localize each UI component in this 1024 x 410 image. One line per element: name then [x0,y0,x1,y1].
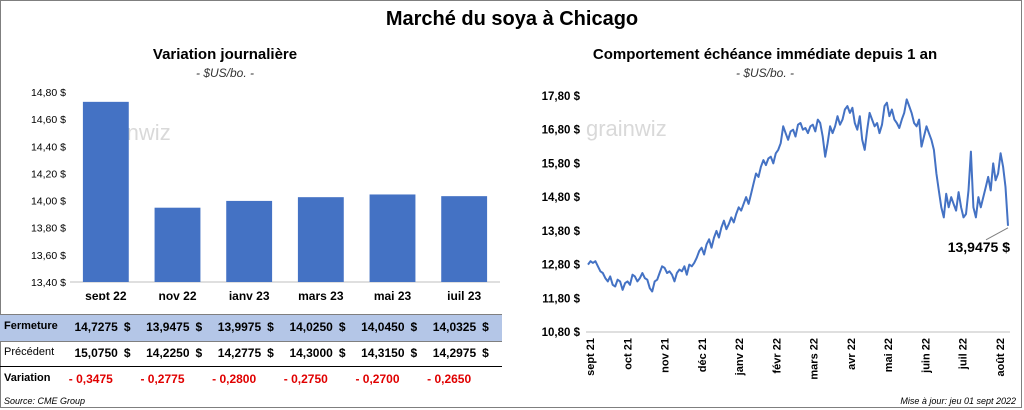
left-chart-unit: - $US/bo. - [195,66,255,80]
source-note: Source: CME Group [4,396,86,406]
bar-category-label: mai 23 [374,289,412,300]
bar-y-tick: 14,20 $ [31,168,66,180]
table-cell: - 0,2750 [283,372,328,386]
bar [369,194,416,282]
table-row-label: Fermeture [4,320,58,332]
bar [297,197,344,282]
table-cell: - 0,2700 [355,372,400,386]
left-chart-title: Variation journalière [152,46,298,63]
table-cell: 14,0450 [361,320,405,334]
table-cell: - 0,2800 [212,372,257,386]
line-chart: grainwiz 10,80 $ 11,80 $ 12,80 $ 13,80 $ 14,… [542,91,1011,380]
line-y-tick: 10,80 $ [542,327,581,339]
bar [226,200,273,282]
price-line [587,98,1009,293]
table-cell: 14,7275 [74,320,118,334]
table-cell: 14,0325 [432,320,477,334]
last-value-label: 13,9475 $ [948,239,1010,255]
table-row-label: Variation [4,372,51,384]
table-cell: 13,9475 [146,320,190,334]
line-x-tick: mai 22 [883,338,895,372]
line-x-tick: nov 21 [660,338,672,373]
bar-category-label: sept 22 [85,289,127,300]
table-currency: $ [123,346,131,360]
right-chart-title: Comportement échéance immédiate depuis 1… [592,46,938,63]
line-x-tick: août 22 [995,338,1007,377]
line-x-tick: sept 21 [585,338,597,376]
line-x-tick: mars 22 [809,338,821,380]
table-currency: $ [267,320,274,334]
table-cell: - 0,2775 [140,372,185,386]
table-currency: $ [123,320,131,334]
table-currency: $ [338,346,346,360]
bar-y-tick: 13,40 $ [31,277,66,289]
table-cell: 14,0250 [289,320,333,334]
table-currency: $ [482,320,489,334]
line-y-tick: 17,80 $ [542,91,581,103]
table-cell: 14,3150 [361,346,405,360]
line-x-tick: juil 22 [958,338,970,370]
table-cell: - 0,2650 [427,372,472,386]
line-x-tick: janv 22 [734,338,746,376]
table-currency: $ [267,346,274,360]
bar [82,101,129,282]
bar-y-tick: 13,80 $ [31,223,66,235]
table-cell: 14,2975 [432,346,477,360]
line-x-tick: févr 22 [771,338,783,373]
line-x-tick: juin 22 [920,338,932,374]
bar-y-tick: 14,60 $ [31,114,66,126]
close-row-highlight [0,314,502,342]
table-divider [0,366,502,367]
price-table: Fermeture 14,7275 $13,9475 $13,9975 $14,0250… [0,314,510,394]
line-x-tick: déc 21 [697,338,709,372]
table-cell: 14,2775 [217,346,262,360]
bar [441,196,488,282]
bar-category-label: janv 23 [228,289,270,300]
line-y-tick: 13,80 $ [542,226,581,238]
line-y-tick: 15,80 $ [542,158,581,170]
page-title: Marché du soya à Chicago [385,8,639,30]
line-x-tick: oct 21 [622,338,634,370]
right-chart-unit: - $US/bo. - [735,66,795,80]
line-x-tick: avr 22 [846,338,858,370]
bar-chart: grainwiz 13,40 $13,60 $13,80 $14,00 $14,… [31,87,500,300]
last-value-leader [985,227,1009,241]
bar-y-tick: 14,80 $ [31,87,66,99]
line-y-tick: 12,80 $ [542,260,581,272]
table-row-label: Précédent [4,346,55,358]
table-cell: 14,2250 [146,346,190,360]
line-y-tick: 11,80 $ [542,293,580,305]
table-cell: 15,0750 [74,346,118,360]
table-currency: $ [410,346,418,360]
table-cell: 14,3000 [289,346,333,360]
bar-category-label: juil 23 [446,289,481,300]
table-currency: $ [482,346,489,360]
right-watermark: grainwiz [586,116,667,141]
table-cell: - 0,3475 [68,372,113,386]
table-currency: $ [195,346,203,360]
table-currency: $ [195,320,203,334]
update-note: Mise à jour: jeu 01 sept 2022 [900,396,1016,406]
line-y-tick: 14,80 $ [542,192,581,204]
table-cell: 13,9975 [217,320,262,334]
bar-category-label: mars 23 [298,289,344,300]
table-currency: $ [410,320,418,334]
bar-y-tick: 14,00 $ [31,196,66,208]
line-y-tick: 16,80 $ [542,125,581,137]
bar [154,207,201,282]
bar-y-tick: 13,60 $ [31,250,66,262]
bar-y-tick: 14,40 $ [31,141,66,153]
bar-category-label: nov 22 [158,289,196,300]
table-currency: $ [338,320,346,334]
